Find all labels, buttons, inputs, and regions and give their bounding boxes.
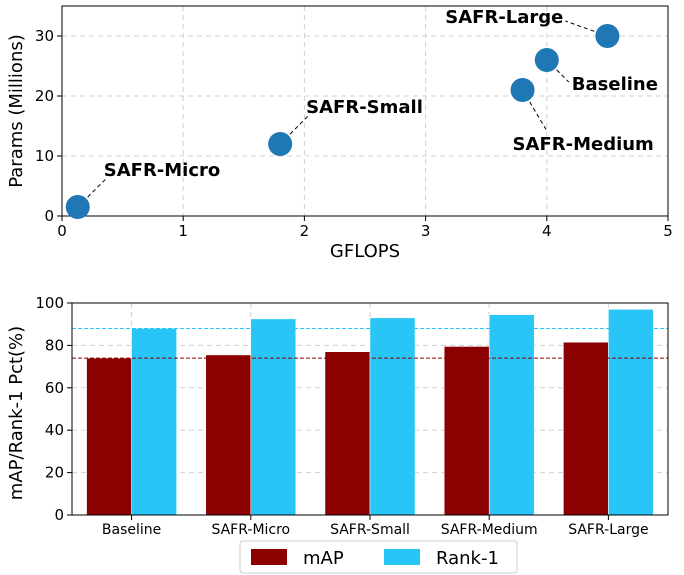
- bar-marks: [86, 309, 654, 516]
- scatter-y-tick-label: 0: [44, 207, 54, 225]
- scatter-x-ticks: 0 1 2 3 4 5: [57, 216, 673, 240]
- scatter-y-tick-label: 30: [35, 27, 54, 45]
- bar-x-ticks: Baseline SAFR-Micro SAFR-Small SAFR-Medium S…: [102, 515, 649, 538]
- bar-map: [205, 354, 252, 516]
- bar-x-tick-label: Baseline: [102, 522, 161, 538]
- bar-rank-1: [488, 314, 535, 516]
- scatter-points: [65, 24, 620, 219]
- scatter-leader-line: [546, 59, 570, 83]
- bar-chart: Baseline SAFR-Micro SAFR-Small SAFR-Medium S…: [6, 294, 669, 574]
- scatter-point: [534, 48, 559, 72]
- bar-legend: mAP Rank-1: [239, 540, 518, 574]
- scatter-x-tick-label: 1: [178, 222, 188, 240]
- scatter-plot-frame: [61, 5, 669, 217]
- legend-swatch: [251, 549, 287, 565]
- scatter-x-tick-label: 4: [542, 222, 552, 240]
- bar-x-tick-label: SAFR-Small: [330, 522, 410, 538]
- scatter-x-tick-label: 2: [300, 222, 310, 240]
- scatter-point-label: SAFR-Large: [445, 7, 563, 28]
- scatter-point-label: Baseline: [572, 74, 658, 95]
- bar-rank-1: [608, 309, 654, 516]
- bar-rank-1: [250, 318, 297, 516]
- bar-reference-lines: [72, 327, 668, 359]
- bar-x-tick-label: SAFR-Large: [568, 522, 648, 538]
- bar-map: [563, 341, 609, 516]
- scatter-y-tick-label: 20: [35, 87, 54, 105]
- bar-y-axis-label: mAP/Rank-1 Pct(%): [6, 326, 27, 500]
- bar-y-tick-label: 80: [45, 336, 64, 354]
- bar-rank-1: [131, 328, 177, 516]
- scatter-point-label: SAFR-Small: [306, 97, 423, 118]
- legend-swatch: [384, 549, 420, 565]
- bar-map: [443, 346, 490, 516]
- scatter-point: [595, 24, 620, 48]
- scatter-point: [268, 132, 293, 156]
- scatter-y-tick-label: 10: [35, 147, 54, 165]
- legend-box: [239, 540, 518, 574]
- bar-x-tick-label: SAFR-Micro: [211, 522, 290, 538]
- bar-y-tick-label: 60: [45, 379, 64, 397]
- scatter-point: [65, 195, 90, 219]
- bar-y-tick-label: 0: [54, 506, 64, 524]
- scatter-y-axis-label: Params (Millions): [6, 34, 27, 188]
- scatter-point-labels: SAFR-Micro SAFR-Small SAFR-Medium Baseline S…: [104, 7, 658, 181]
- scatter-point-label: SAFR-Micro: [104, 160, 221, 181]
- scatter-point-label: SAFR-Medium: [513, 134, 654, 155]
- scatter-point: [510, 78, 535, 102]
- bar-y-tick-label: 100: [35, 294, 64, 312]
- scatter-x-tick-label: 5: [663, 222, 673, 240]
- bar-y-tick-label: 20: [45, 464, 64, 482]
- bar-map: [324, 351, 371, 516]
- bar-rank-1: [369, 317, 416, 516]
- scatter-x-axis-label: GFLOPS: [330, 241, 400, 262]
- bar-y-ticks: 0 20 40 60 80 100: [35, 294, 72, 524]
- scatter-x-tick-label: 0: [57, 222, 67, 240]
- scatter-x-tick-label: 3: [421, 222, 431, 240]
- scatter-y-ticks: 0 10 20 30: [35, 27, 62, 225]
- bar-x-tick-label: SAFR-Medium: [441, 522, 538, 538]
- bar-y-tick-label: 40: [45, 421, 64, 439]
- bar-map: [86, 357, 132, 516]
- legend-label: Rank-1: [436, 548, 499, 569]
- legend-label: mAP: [303, 548, 344, 569]
